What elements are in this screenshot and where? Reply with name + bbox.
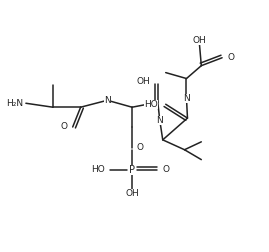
Text: HO: HO	[91, 165, 105, 174]
Text: OH: OH	[192, 36, 206, 45]
Text: O: O	[162, 165, 169, 174]
Text: N: N	[183, 94, 190, 103]
Text: N: N	[156, 116, 163, 124]
Text: N: N	[104, 96, 111, 105]
Text: H₂N: H₂N	[6, 99, 23, 108]
Text: O: O	[227, 53, 234, 62]
Text: OH: OH	[136, 77, 150, 86]
Text: HO: HO	[144, 100, 158, 109]
Text: P: P	[129, 165, 135, 175]
Text: OH: OH	[125, 189, 139, 198]
Text: O: O	[136, 143, 143, 152]
Text: O: O	[60, 122, 67, 132]
